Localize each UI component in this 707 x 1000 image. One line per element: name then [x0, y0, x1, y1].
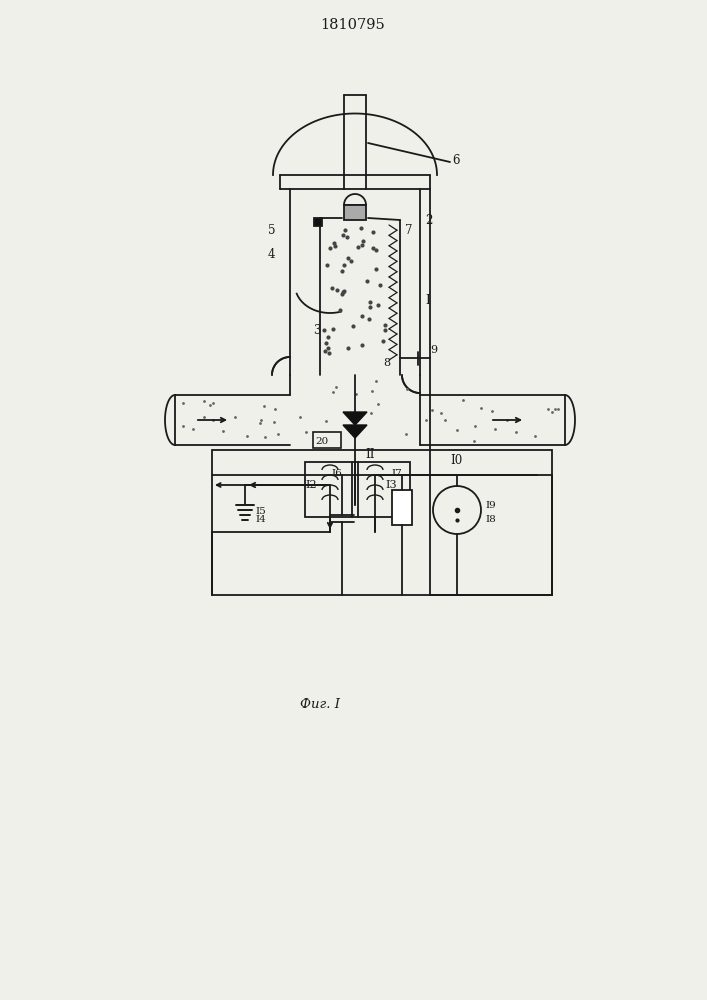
- Text: 1810795: 1810795: [321, 18, 385, 32]
- Text: 5: 5: [268, 224, 276, 236]
- Text: I2: I2: [305, 480, 317, 490]
- Text: 7: 7: [405, 224, 412, 236]
- Text: 4: 4: [268, 248, 276, 261]
- Text: 8: 8: [383, 358, 390, 368]
- Text: I7: I7: [392, 468, 402, 478]
- Text: 9: 9: [430, 345, 437, 355]
- Bar: [392, 490, 412, 525]
- Bar: [314, 218, 322, 226]
- Text: 20: 20: [315, 438, 328, 446]
- Text: I4: I4: [255, 516, 266, 524]
- Text: I5: I5: [255, 508, 266, 516]
- Text: II: II: [365, 448, 375, 462]
- Text: I8: I8: [485, 516, 496, 524]
- Bar: [344, 205, 366, 220]
- Text: 3: 3: [313, 324, 320, 336]
- Bar: [313, 432, 341, 448]
- Text: I6: I6: [332, 468, 342, 478]
- Polygon shape: [343, 412, 367, 425]
- Bar: [305, 462, 410, 517]
- Text: I9: I9: [485, 500, 496, 510]
- Text: I0: I0: [450, 454, 462, 466]
- Text: I3: I3: [385, 480, 397, 490]
- Polygon shape: [343, 425, 367, 438]
- Bar: [212, 450, 552, 595]
- Text: Фиг. I: Фиг. I: [300, 698, 340, 712]
- Text: 2: 2: [425, 214, 433, 227]
- Text: 6: 6: [452, 153, 460, 166]
- Text: I: I: [425, 294, 430, 306]
